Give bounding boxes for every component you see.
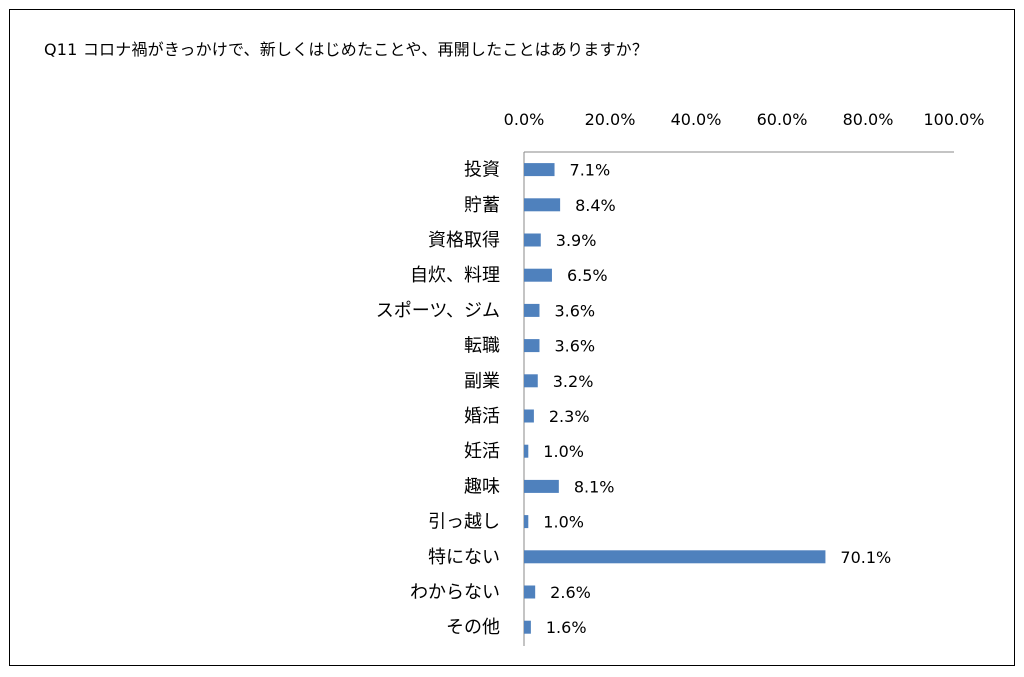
data-label: 6.5% — [567, 266, 608, 285]
x-tick-label: 60.0% — [757, 110, 808, 129]
data-label: 7.1% — [570, 161, 611, 180]
category-label: 資格取得 — [428, 230, 500, 251]
bar — [524, 339, 540, 353]
bar — [524, 550, 826, 564]
category-label: 引っ越し — [428, 512, 500, 533]
data-label: 2.6% — [550, 583, 591, 602]
data-label: 70.1% — [840, 548, 891, 567]
bar — [524, 620, 531, 634]
category-label: 投資 — [464, 160, 500, 181]
bars — [524, 163, 826, 634]
category-label: 特にない — [428, 547, 500, 568]
x-tick-label: 40.0% — [671, 110, 722, 129]
bar — [524, 374, 538, 388]
axes — [523, 151, 954, 646]
data-label: 3.6% — [554, 337, 595, 356]
x-tick-label: 100.0% — [923, 110, 984, 129]
data-label: 3.6% — [554, 301, 595, 320]
category-label: 趣味 — [464, 476, 500, 497]
data-labels: 7.1% 8.4% 3.9% 6.5% 3.6% 3.6% 3.2% 2.3% 1.0% 8.1%… — [543, 161, 891, 638]
data-label: 3.9% — [556, 231, 597, 250]
category-label: 妊活 — [464, 441, 500, 462]
bar — [524, 585, 536, 599]
bar — [524, 409, 534, 423]
category-label: 転職 — [464, 336, 500, 357]
category-label: 婚活 — [464, 406, 500, 427]
bar — [524, 479, 559, 493]
data-label: 2.3% — [549, 407, 590, 426]
x-tick-label: 80.0% — [843, 110, 894, 129]
data-label: 1.0% — [543, 513, 584, 532]
data-label: 1.6% — [546, 618, 587, 637]
category-label: 貯蓄 — [464, 195, 500, 216]
chart-title: Q11 コロナ禍がきっかけで、新しくはじめたことや、再開したことはありますか？ — [44, 40, 649, 59]
bar — [524, 198, 561, 212]
data-label: 1.0% — [543, 442, 584, 461]
bar — [524, 163, 555, 177]
x-tick-label: 20.0% — [585, 110, 636, 129]
category-label: わからない — [410, 582, 500, 603]
x-tick-label: 0.0% — [504, 110, 545, 129]
bar — [524, 303, 540, 317]
data-label: 8.4% — [575, 196, 616, 215]
x-axis-ticks: 0.0% 20.0% 40.0% 60.0% 80.0% 100.0% — [504, 110, 985, 129]
bar — [524, 515, 529, 529]
category-label: 副業 — [464, 371, 500, 392]
category-label: その他 — [446, 617, 500, 638]
bar — [524, 444, 529, 458]
data-label: 8.1% — [574, 477, 615, 496]
data-label: 3.2% — [553, 372, 594, 391]
category-label: スポーツ、ジム — [376, 300, 500, 321]
bar — [524, 233, 541, 247]
bar — [524, 268, 552, 282]
category-label: 自炊、料理 — [410, 265, 500, 286]
chart-frame — [9, 9, 1015, 666]
category-labels: 投資貯蓄資格取得自炊、料理スポーツ、ジム転職副業婚活妊活趣味引っ越し特にないわか… — [376, 160, 500, 639]
